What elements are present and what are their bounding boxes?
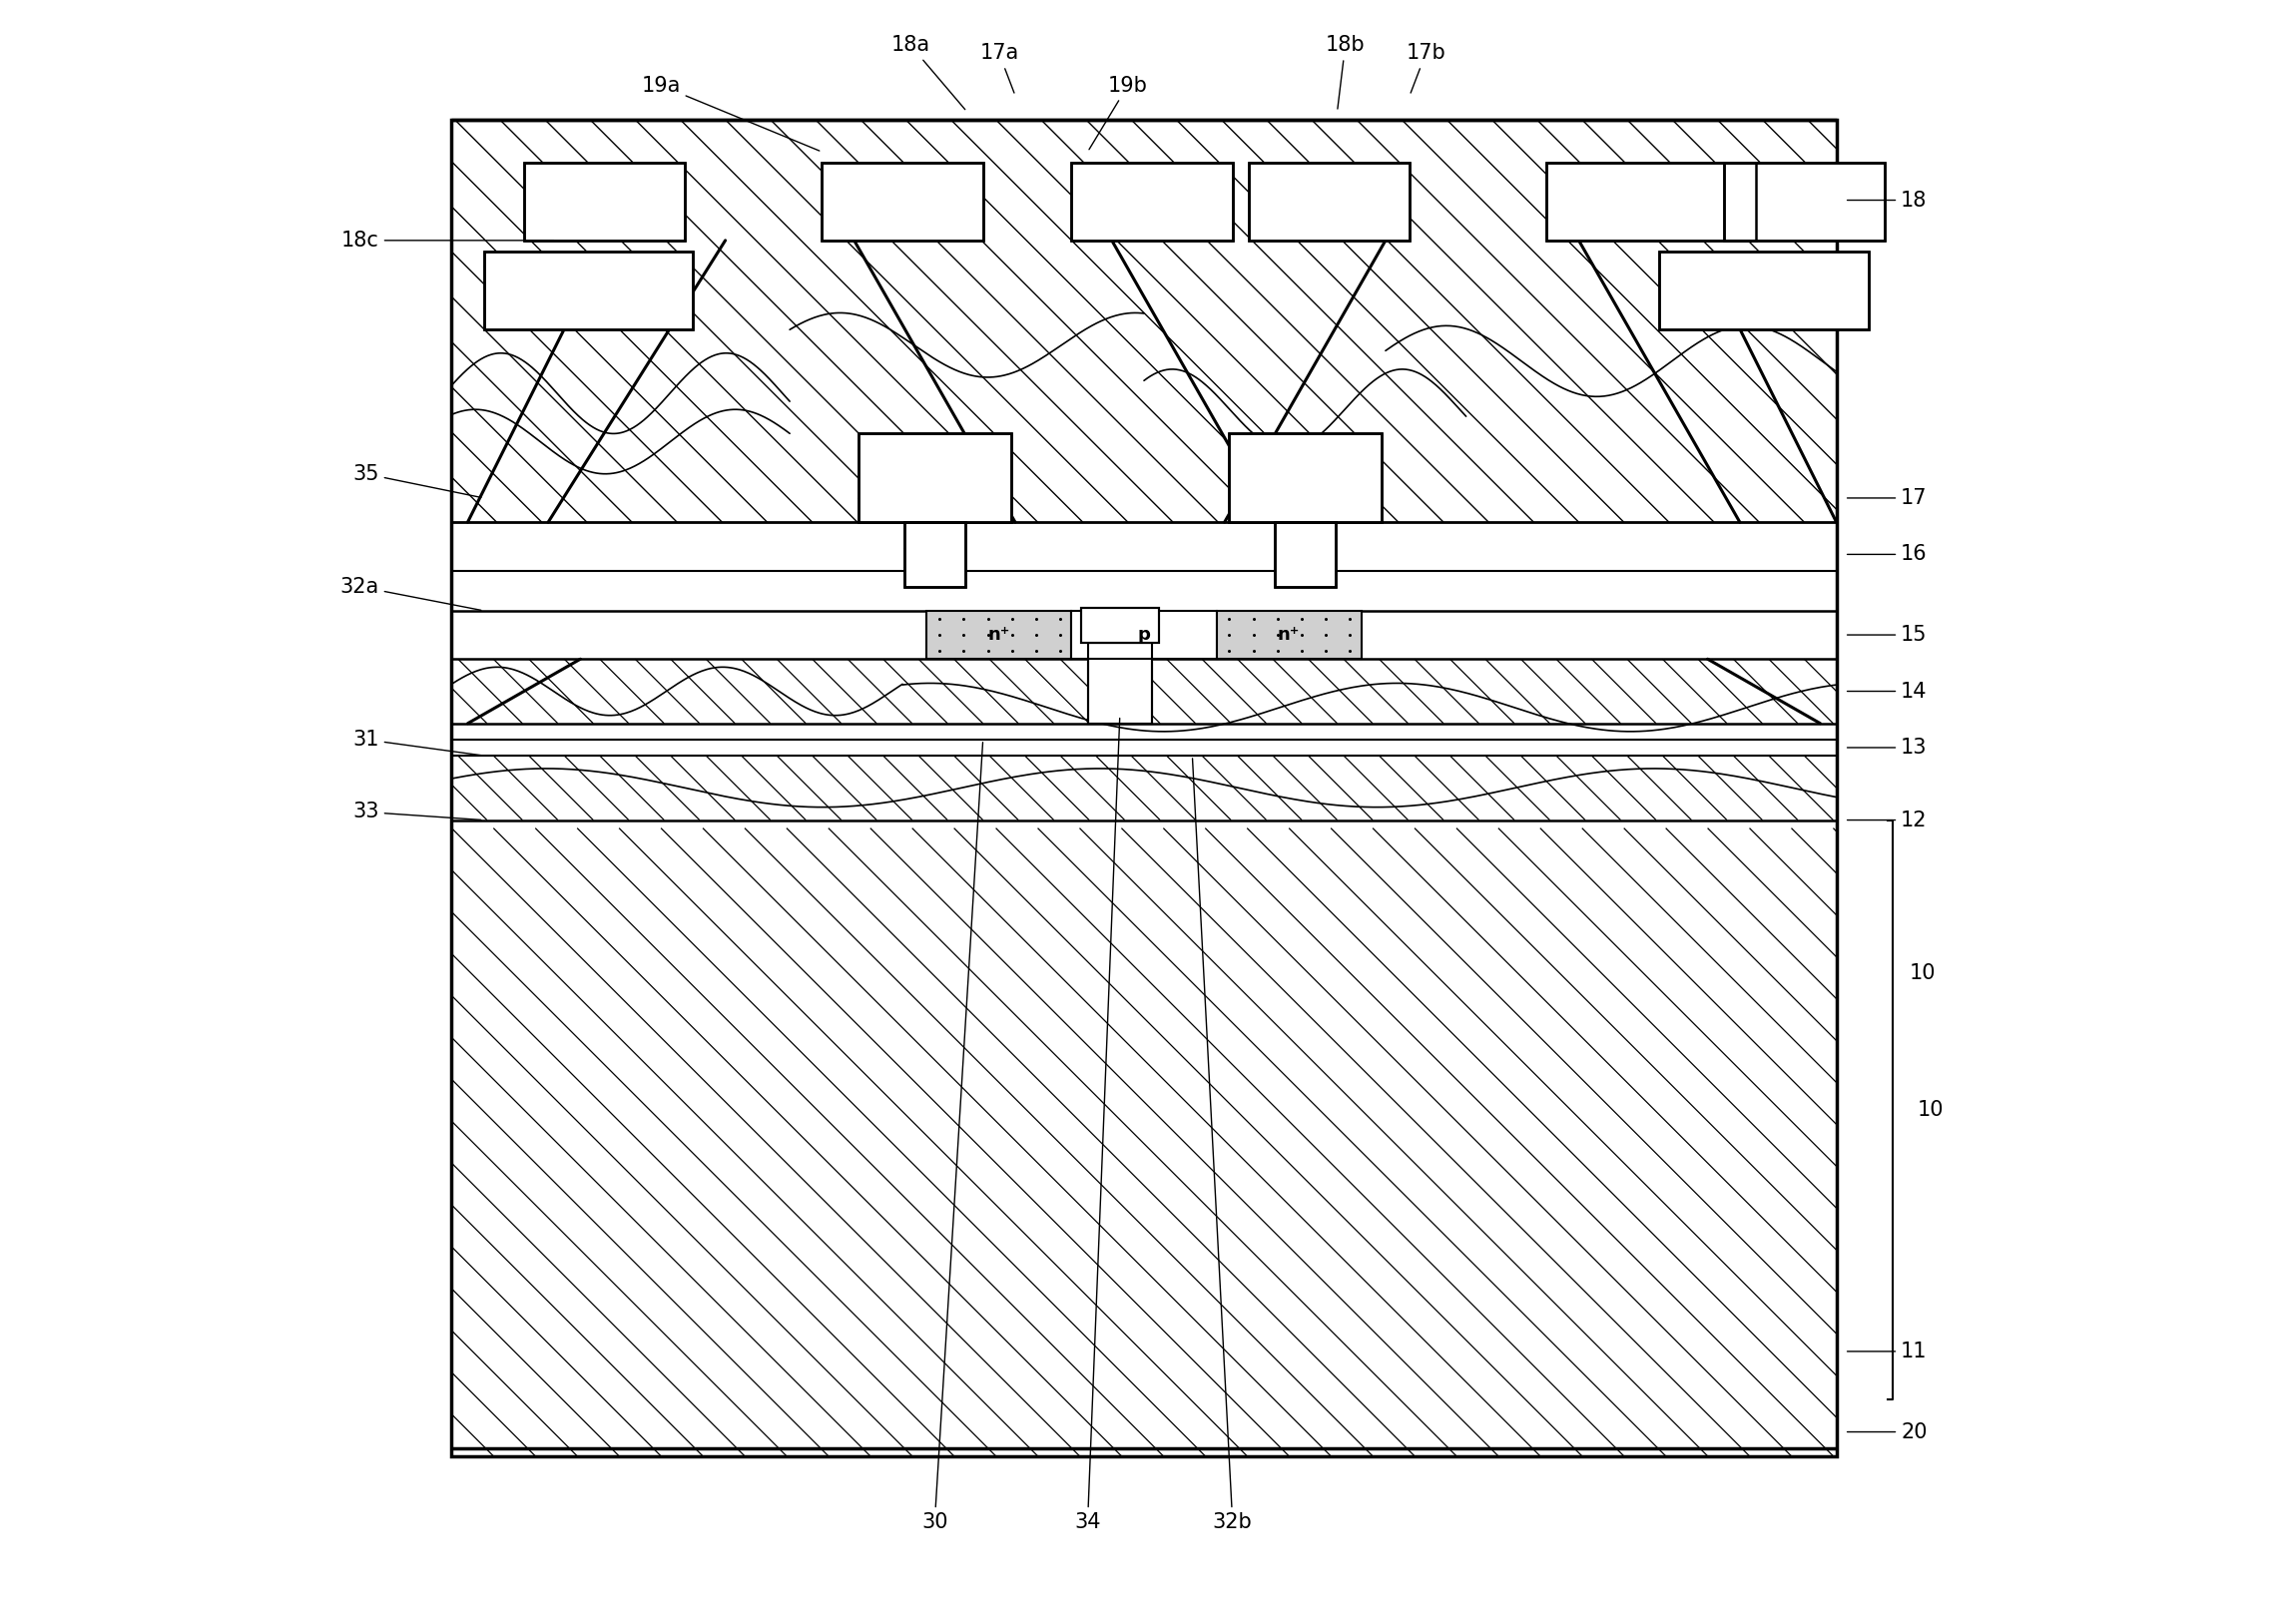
Text: 15: 15 — [1846, 625, 1926, 645]
Text: 33: 33 — [352, 802, 480, 822]
Bar — [1071, 162, 1233, 240]
Bar — [1082, 607, 1158, 643]
Text: 20: 20 — [1846, 1423, 1926, 1442]
Text: 17a: 17a — [979, 44, 1018, 93]
Text: 14: 14 — [1846, 680, 1926, 702]
Bar — [1274, 523, 1336, 586]
Text: 19b: 19b — [1089, 76, 1149, 149]
Text: 10: 10 — [1917, 1099, 1943, 1121]
Text: 16: 16 — [1846, 544, 1926, 565]
Text: 18b: 18b — [1325, 36, 1366, 109]
Text: 18c: 18c — [341, 231, 554, 250]
Text: 32b: 32b — [1192, 758, 1252, 1533]
Bar — [858, 434, 1011, 523]
Bar — [451, 120, 1837, 1457]
Bar — [1087, 643, 1153, 723]
Text: 32a: 32a — [341, 577, 480, 611]
Bar — [904, 523, 966, 586]
Text: 34: 34 — [1075, 718, 1119, 1533]
Text: 10: 10 — [1908, 963, 1936, 983]
Bar — [821, 162, 984, 240]
Text: 31: 31 — [352, 729, 480, 755]
Text: 13: 13 — [1846, 737, 1926, 757]
Text: 11: 11 — [1846, 1341, 1926, 1361]
Bar — [1249, 162, 1409, 240]
Bar — [1071, 162, 1233, 240]
Text: 18: 18 — [1846, 190, 1926, 209]
Text: 35: 35 — [352, 464, 480, 497]
Bar — [1274, 523, 1336, 586]
Text: 12: 12 — [1846, 810, 1926, 830]
Text: 30: 30 — [922, 742, 984, 1533]
Bar — [1217, 611, 1361, 659]
Bar — [1723, 162, 1885, 240]
Bar — [1659, 252, 1869, 330]
Bar — [1723, 162, 1885, 240]
Bar — [821, 162, 984, 240]
Bar — [1249, 162, 1409, 240]
Bar — [1087, 643, 1153, 723]
Text: n⁺: n⁺ — [988, 625, 1011, 643]
Bar — [451, 120, 1837, 523]
Bar — [927, 611, 1071, 659]
Text: p: p — [1137, 625, 1151, 643]
Bar — [1229, 434, 1382, 523]
Bar — [483, 252, 693, 330]
Bar — [483, 252, 693, 330]
Bar — [904, 523, 966, 586]
Bar — [1082, 607, 1158, 643]
Bar — [1071, 611, 1217, 659]
Bar — [1229, 434, 1382, 523]
Text: 17: 17 — [1846, 489, 1926, 508]
Bar — [1547, 162, 1755, 240]
Bar — [1547, 162, 1755, 240]
Text: 19a: 19a — [641, 76, 819, 151]
Text: 18a: 18a — [890, 36, 966, 109]
Bar — [524, 162, 684, 240]
Bar — [858, 434, 1011, 523]
Text: 17b: 17b — [1405, 44, 1446, 93]
Bar — [1659, 252, 1869, 330]
Text: n⁺: n⁺ — [1277, 625, 1300, 643]
Bar — [524, 162, 684, 240]
